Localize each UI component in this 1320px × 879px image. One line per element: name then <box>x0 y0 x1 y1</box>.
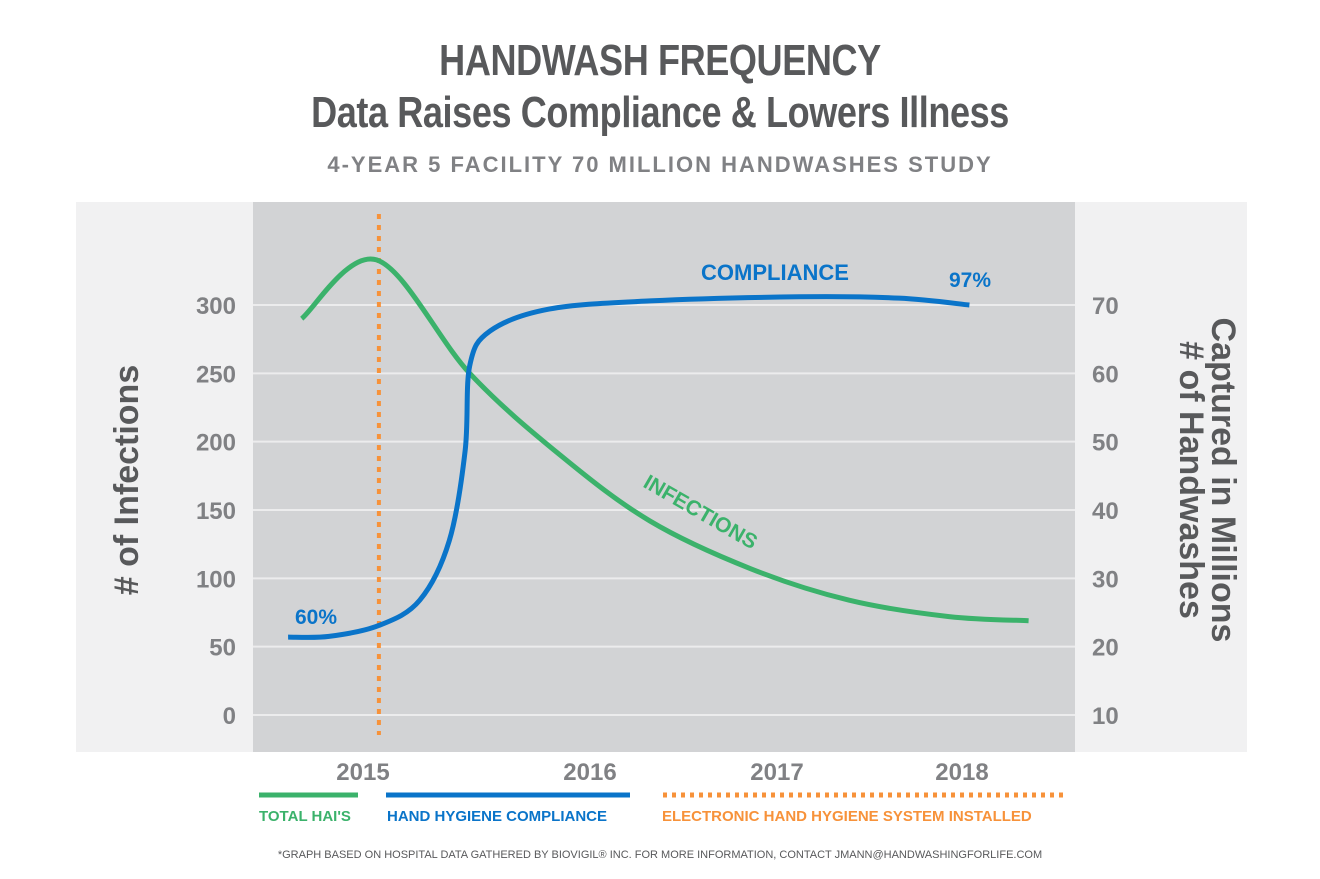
y-right-axis-label-line2: Captured in Millions <box>1204 318 1242 643</box>
y-right-tick-label: 60 <box>1092 361 1119 388</box>
annotation-compliance: COMPLIANCE <box>701 260 849 285</box>
x-tick-label: 2015 <box>336 759 389 786</box>
y-tick-label: 250 <box>196 361 236 388</box>
y-right-tick-label: 70 <box>1092 293 1119 320</box>
x-tick-label: 2018 <box>935 759 988 786</box>
y-tick-label: 50 <box>209 635 236 662</box>
infections-line <box>300 256 1029 624</box>
legend-compliance: HAND HYGIENE COMPLIANCE <box>387 808 608 825</box>
chart-subsubtitle: 4-YEAR 5 FACILITY 70 MILLION HANDWASHES … <box>327 152 993 177</box>
y-right-tick-label: 50 <box>1092 430 1119 457</box>
y-tick-label: 300 <box>196 293 236 320</box>
y-tick-label: 0 <box>223 703 236 730</box>
y-tick-label: 150 <box>196 498 236 525</box>
x-tick-label: 2016 <box>563 759 616 786</box>
y-right-tick-label: 40 <box>1092 498 1119 525</box>
footnote: *GRAPH BASED ON HOSPITAL DATA GATHERED B… <box>277 849 1043 861</box>
y-axis-label: # of Infections <box>108 365 146 595</box>
annotation-end: 97% <box>949 269 991 292</box>
chart-title: HANDWASH FREQUENCY <box>439 36 881 85</box>
y-right-tick-label: 10 <box>1092 703 1119 730</box>
plot-area <box>253 202 1075 752</box>
x-tick-label: 2017 <box>750 759 803 786</box>
legend-hai: TOTAL HAI'S <box>259 808 351 825</box>
y-tick-label: 200 <box>196 430 236 457</box>
y-right-tick-label: 20 <box>1092 635 1119 662</box>
chart-subtitle: Data Raises Compliance & Lowers Illness <box>311 88 1009 137</box>
annotation-start: 60% <box>295 606 337 629</box>
compliance-line <box>288 294 970 640</box>
y-right-axis-label-line1: # of Handwashes <box>1172 341 1210 619</box>
y-tick-label: 100 <box>196 566 236 593</box>
y-right-tick-label: 30 <box>1092 566 1119 593</box>
legend-system: ELECTRONIC HAND HYGIENE SYSTEM INSTALLED <box>662 808 1032 825</box>
